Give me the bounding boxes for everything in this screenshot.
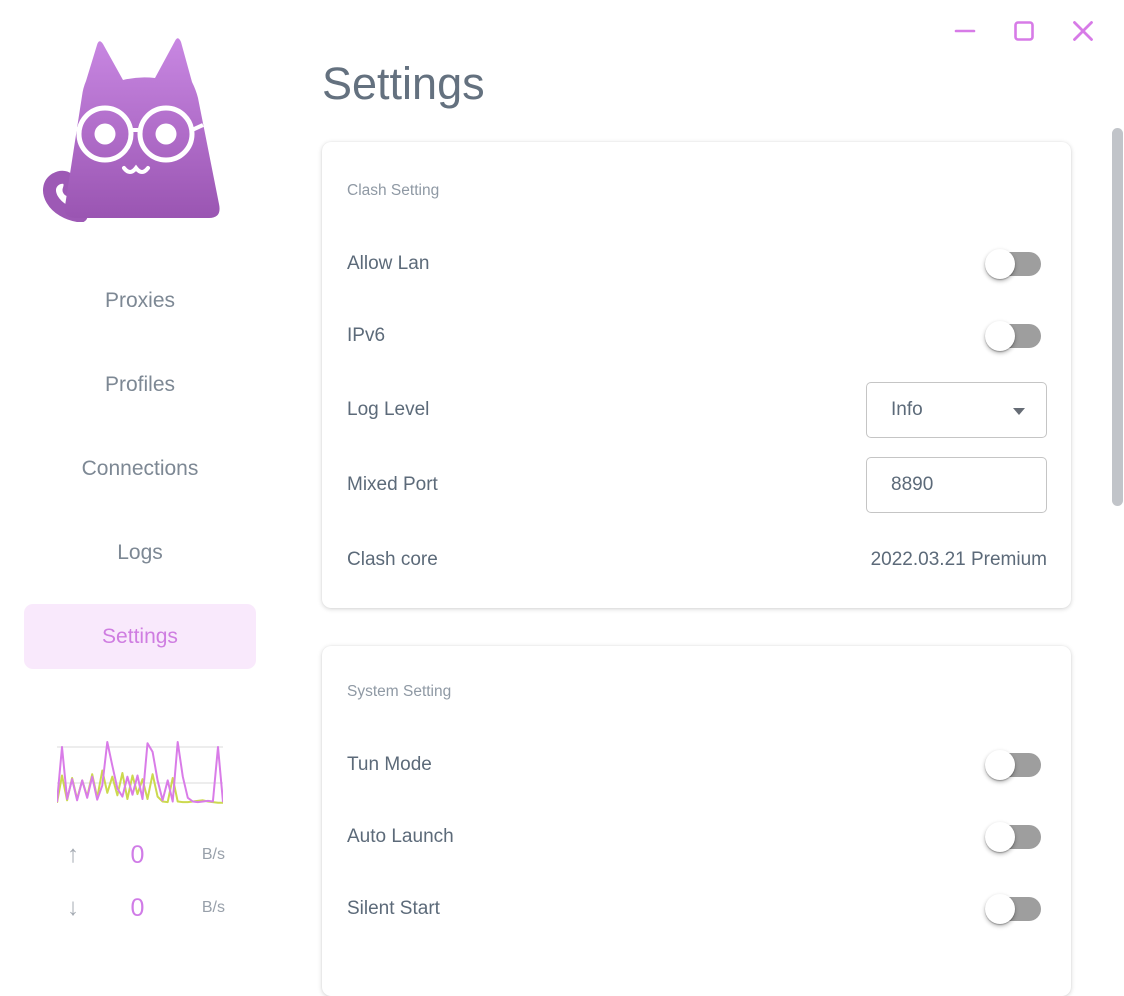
tun-mode-row: Tun Mode [347, 750, 1047, 780]
clash-core-value: 2022.03.21 Premium [870, 549, 1047, 570]
mixed-port-label: Mixed Port [347, 474, 438, 495]
clash-core-row: Clash core 2022.03.21 Premium [347, 545, 1047, 575]
upload-series-line [57, 741, 223, 804]
upload-stat-row: ↑ 0 B/s [60, 840, 225, 870]
allow-lan-toggle[interactable] [985, 249, 1041, 279]
minimize-icon [954, 29, 976, 33]
download-speed-unit: B/s [201, 899, 225, 916]
silent-start-label: Silent Start [347, 898, 440, 919]
download-speed-value: 0 [130, 893, 145, 922]
tun-mode-label: Tun Mode [347, 754, 432, 775]
cat-eye-left [94, 123, 116, 145]
tun-mode-toggle[interactable] [985, 750, 1041, 780]
silent-start-row: Silent Start [347, 894, 1047, 924]
maximize-icon [1014, 21, 1034, 41]
sidebar-item-logs[interactable]: Logs [117, 541, 163, 564]
sidebar-item-profiles[interactable]: Profiles [104, 373, 176, 396]
scrollbar-thumb[interactable] [1112, 128, 1123, 506]
cat-mouth [122, 164, 150, 174]
sidebar-nav: Proxies Profiles Connections Logs Settings [24, 268, 256, 688]
page-title: Settings [322, 58, 485, 109]
ipv6-row: IPv6 [347, 321, 1047, 351]
close-button[interactable] [1071, 19, 1095, 43]
auto-launch-row: Auto Launch [347, 822, 1047, 852]
clash-setting-section-label: Clash Setting [347, 182, 440, 199]
allow-lan-row: Allow Lan [347, 249, 1047, 279]
log-level-select-value: Info [891, 399, 923, 420]
allow-lan-toggle-thumb [985, 249, 1015, 279]
sidebar-item-proxies[interactable]: Proxies [104, 289, 176, 312]
sidebar-item-connections[interactable]: Connections [81, 457, 199, 480]
minimize-button[interactable] [953, 19, 977, 43]
clash-core-label: Clash core [347, 549, 438, 570]
auto-launch-toggle-thumb [985, 822, 1015, 852]
upload-speed-unit: B/s [201, 846, 225, 863]
cat-logo [43, 38, 220, 222]
silent-start-toggle-thumb [985, 894, 1015, 924]
log-level-label: Log Level [347, 399, 430, 420]
cat-glasses [67, 105, 204, 163]
auto-launch-label: Auto Launch [347, 826, 454, 847]
log-level-row: Log Level Info [347, 382, 1047, 438]
sidebar-item-settings[interactable]: Settings [24, 604, 256, 669]
mixed-port-row: Mixed Port [347, 457, 1047, 513]
traffic-graph [57, 741, 223, 804]
ipv6-toggle-thumb [985, 321, 1015, 351]
download-stat-row: ↓ 0 B/s [60, 893, 225, 923]
ipv6-label: IPv6 [347, 325, 386, 346]
silent-start-toggle[interactable] [985, 894, 1041, 924]
upload-speed-value: 0 [130, 840, 145, 869]
maximize-button[interactable] [1012, 19, 1036, 43]
allow-lan-label: Allow Lan [347, 253, 430, 274]
up-arrow-icon: ↑ [67, 841, 79, 868]
auto-launch-toggle[interactable] [985, 822, 1041, 852]
log-level-select[interactable]: Info [866, 382, 1047, 438]
close-icon [1073, 21, 1093, 41]
tun-mode-toggle-thumb [985, 750, 1015, 780]
chevron-down-icon [1013, 408, 1025, 415]
ipv6-toggle[interactable] [985, 321, 1041, 351]
down-arrow-icon: ↓ [67, 894, 79, 921]
clash-setting-card: Clash Setting Allow Lan IPv6 Log Level Info M… [322, 142, 1071, 608]
system-setting-section-label: System Setting [347, 683, 452, 700]
mixed-port-input[interactable] [866, 457, 1047, 513]
cat-eye-right [155, 123, 177, 145]
system-setting-card: System Setting Tun Mode Auto Launch Silent … [322, 646, 1071, 996]
